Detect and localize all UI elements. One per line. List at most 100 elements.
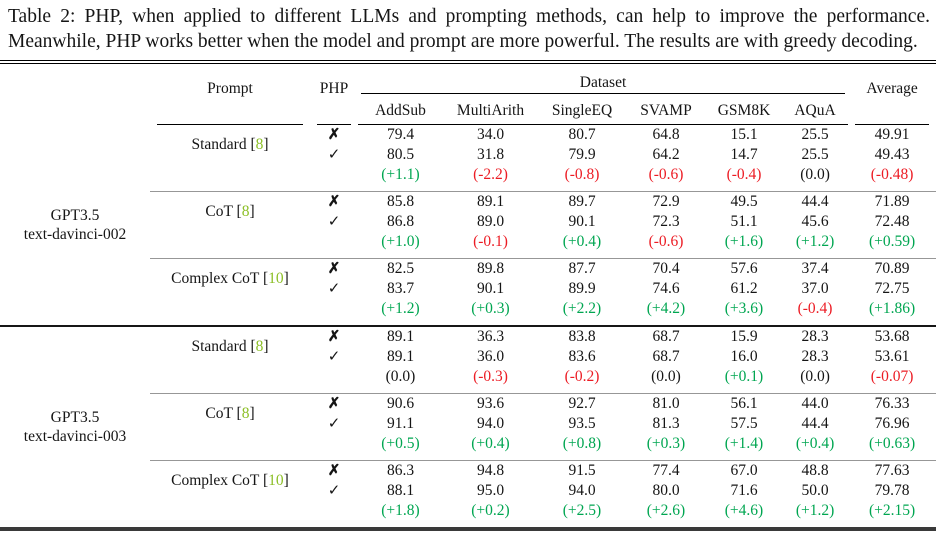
table-row: CoT [8] ✗ 90.6 93.6 92.7 81.0 56.1 44.0 76.33	[0, 393, 936, 434]
delta-cell: (+1.1)	[381, 166, 420, 183]
column-header-svamp: SVAMP	[626, 94, 706, 125]
score-cell: 36.3	[443, 325, 538, 347]
delta-cell: (+2.15)	[868, 502, 916, 519]
score-cell: 70.89	[848, 258, 936, 279]
php-no-mark: ✗	[310, 325, 358, 347]
citation-link[interactable]: 8	[241, 405, 250, 422]
score-cell: 44.4	[801, 415, 829, 432]
php-yes-mark: ✓	[327, 147, 341, 163]
spacer-cell	[150, 501, 358, 529]
delta-cell: (-0.3)	[473, 368, 508, 385]
delta-cell: (+0.8)	[562, 435, 602, 452]
table-row: (+1.0) (-0.1) (+0.4) (-0.6) (+1.6) (+1.2) (+0.…	[0, 232, 936, 259]
delta-cell: (+2.2)	[562, 300, 602, 317]
score-cell: 14.7	[730, 146, 758, 163]
prompt-label: Complex CoT [10]	[150, 460, 310, 501]
php-no-mark: ✗	[310, 393, 358, 414]
score-cell: 88.1	[386, 482, 415, 499]
citation-link[interactable]: 8	[241, 203, 250, 220]
spacer-cell	[150, 299, 358, 326]
php-yes-mark: ✓	[327, 483, 341, 499]
delta-cell: (-0.4)	[797, 300, 833, 317]
model-label: GPT3.5 text-davinci-003	[0, 325, 150, 529]
column-header-php: PHP	[310, 62, 358, 125]
delta-cell: (+0.4)	[795, 435, 835, 452]
score-cell: 79.9	[568, 146, 596, 163]
score-cell: 80.7	[568, 126, 596, 143]
php-yes-mark: ✓	[327, 349, 341, 365]
score-cell: 49.91	[874, 126, 910, 143]
score-cell: 93.5	[568, 415, 596, 432]
delta-cell: (+4.2)	[646, 300, 686, 317]
column-header-addsub: AddSub	[358, 94, 443, 125]
prompt-label: CoT [8]	[150, 393, 310, 434]
subheader-row: AddSub MultiArith SingleEQ SVAMP GSM8K A…	[0, 94, 936, 125]
score-cell: 83.6	[568, 348, 596, 365]
score-cell: 89.1	[386, 348, 415, 365]
score-cell: 49.5	[706, 191, 782, 212]
score-cell: 68.7	[652, 348, 680, 365]
score-cell: 53.68	[848, 325, 936, 347]
delta-cell: (+0.59)	[868, 233, 916, 250]
score-cell: 94.0	[476, 415, 505, 432]
citation-link[interactable]: 10	[268, 270, 284, 287]
score-cell: 70.4	[626, 258, 706, 279]
delta-cell: (-0.6)	[648, 166, 684, 183]
score-cell: 80.0	[652, 482, 680, 499]
spacer-cell	[150, 434, 358, 461]
score-cell: 90.1	[476, 280, 505, 297]
score-cell: 53.61	[874, 348, 910, 365]
score-cell: 57.6	[706, 258, 782, 279]
score-cell: 44.0	[782, 393, 849, 414]
model-name-line: GPT3.5	[50, 409, 100, 426]
table-row: ✓ 91.1 94.0 93.5 81.3 57.5 44.4 76.96	[0, 414, 936, 434]
score-cell: 25.5	[801, 146, 829, 163]
citation-link[interactable]: 8	[255, 338, 264, 355]
score-cell: 77.63	[848, 460, 936, 481]
table-caption: Table 2: PHP, when applied to different …	[8, 6, 930, 52]
score-cell: 83.7	[386, 280, 415, 297]
delta-cell: (+1.4)	[724, 435, 764, 452]
score-cell: 64.2	[652, 146, 680, 163]
score-cell: 89.1	[358, 325, 443, 347]
delta-cell: (+1.0)	[381, 233, 420, 250]
delta-cell: (+0.1)	[724, 368, 764, 385]
score-cell: 85.8	[358, 191, 443, 212]
delta-cell: (-0.48)	[870, 166, 914, 183]
score-cell: 83.8	[538, 325, 626, 347]
php-no-mark: ✗	[327, 127, 341, 143]
delta-cell: (0.0)	[651, 368, 681, 385]
table-row: ✓ 86.8 89.0 90.1 72.3 51.1 45.6 72.48	[0, 212, 936, 232]
score-cell: 89.8	[443, 258, 538, 279]
delta-cell: (+1.6)	[724, 233, 764, 250]
spacer-cell	[150, 165, 358, 192]
citation-link[interactable]: 8	[255, 136, 264, 153]
table-row: (0.0) (-0.3) (-0.2) (0.0) (+0.1) (0.0) (-0.07)	[0, 367, 936, 394]
delta-cell: (-0.4)	[726, 166, 762, 183]
score-cell: 51.1	[730, 213, 758, 230]
citation-link[interactable]: 10	[268, 472, 284, 489]
table-row: (+0.5) (+0.4) (+0.8) (+0.3) (+1.4) (+0.4) (+0.…	[0, 434, 936, 461]
score-cell: 92.7	[538, 393, 626, 414]
table-row: (+1.2) (+0.3) (+2.2) (+4.2) (+3.6) (-0.4) (+1.…	[0, 299, 936, 326]
results-table: Prompt PHP Dataset Average AddSub MultiA…	[0, 60, 936, 531]
delta-cell: (+2.6)	[646, 502, 686, 519]
delta-cell: (+4.6)	[724, 502, 764, 519]
score-cell: 89.9	[568, 280, 596, 297]
delta-cell: (-0.8)	[564, 166, 600, 183]
delta-cell: (+0.63)	[868, 435, 916, 452]
score-cell: 72.48	[874, 213, 910, 230]
score-cell: 94.8	[443, 460, 538, 481]
table-row: CoT [8] ✗ 85.8 89.1 89.7 72.9 49.5 44.4 71.89	[0, 191, 936, 232]
delta-cell: (+0.3)	[646, 435, 686, 452]
php-no-mark: ✗	[310, 460, 358, 481]
prompt-label: Standard [8]	[191, 136, 269, 153]
php-no-mark: ✗	[310, 191, 358, 212]
score-cell: 56.1	[706, 393, 782, 414]
table-row: GPT3.5 text-davinci-003 Standard [8] ✗ 89.1 3…	[0, 325, 936, 529]
delta-cell: (0.0)	[800, 166, 830, 183]
prompt-label: Standard [8]	[150, 325, 310, 367]
score-cell: 82.5	[358, 258, 443, 279]
delta-cell: (+0.2)	[471, 502, 510, 519]
score-cell: 31.8	[476, 146, 505, 163]
